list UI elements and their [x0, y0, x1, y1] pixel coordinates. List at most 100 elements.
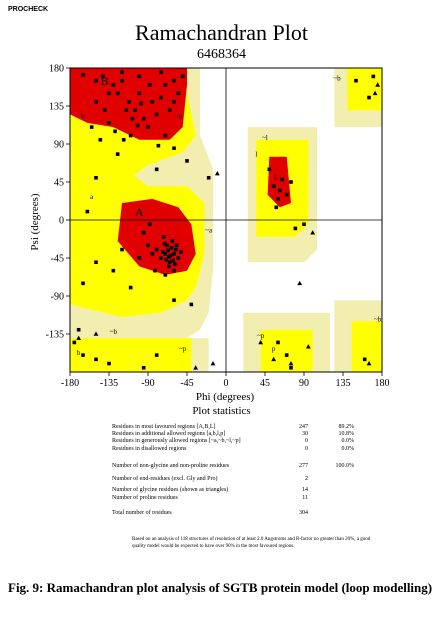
region-label: ~a	[205, 227, 213, 235]
stat-row: Number of glycine residues (shown as tri…	[112, 487, 362, 495]
residue-point	[120, 70, 124, 75]
residue-point	[156, 143, 161, 148]
residue-point	[362, 357, 367, 362]
residue-point	[107, 121, 111, 125]
figure-caption: Fig. 9: Ramachandran plot analysis of SG…	[8, 580, 433, 595]
stat-label: Number of proline residues	[112, 495, 178, 501]
stat-row: Residues in disallowed regions 0 0.0%	[112, 446, 362, 454]
residue-point	[271, 184, 276, 189]
residue-point	[172, 78, 176, 83]
residue-point	[171, 258, 175, 263]
residue-point	[128, 285, 133, 290]
y-tick-label: 180	[49, 64, 64, 75]
residue-point	[94, 357, 98, 362]
residue-point	[147, 222, 152, 227]
stat-label: Number of glycine residues (shown as tri…	[112, 487, 229, 493]
residue-point	[135, 123, 140, 128]
stat-row: Residues in generously allowed regions […	[112, 438, 362, 446]
core-region	[117, 198, 196, 275]
residue-point	[141, 365, 146, 370]
x-tick-label: 135	[336, 378, 351, 389]
stat-count: 0	[305, 438, 308, 444]
glycine-point	[258, 339, 264, 345]
residue-point	[176, 91, 181, 96]
x-tick-label: 180	[375, 378, 390, 389]
residue-point	[289, 365, 293, 370]
residue-point	[98, 137, 103, 142]
stat-label: Number of non-glycine and non-proline re…	[112, 463, 230, 469]
residue-point	[176, 256, 181, 260]
y-tick-label: -135	[46, 330, 64, 341]
residue-point	[167, 260, 172, 265]
x-tick-label: 0	[224, 378, 229, 389]
stat-label: Total number of residues	[112, 510, 172, 516]
stat-count: 304	[299, 510, 308, 516]
y-tick-label: 90	[54, 140, 64, 151]
allowed-region	[260, 329, 313, 372]
residue-point	[170, 239, 175, 243]
residue-point	[289, 180, 293, 184]
residue-point	[302, 222, 306, 227]
region-label: A	[135, 205, 144, 219]
residue-point	[267, 167, 272, 172]
residue-point	[284, 353, 289, 357]
glycine-point	[366, 360, 372, 366]
region-label: ~p	[257, 332, 265, 340]
residue-point	[120, 247, 124, 252]
y-tick-label: 45	[54, 178, 64, 189]
glycine-point	[297, 280, 303, 286]
residue-point	[180, 74, 185, 79]
glycine-point	[305, 344, 311, 349]
residue-point	[137, 91, 142, 96]
residue-point	[107, 361, 111, 366]
residue-point	[153, 268, 157, 273]
region-label: ~l	[262, 134, 268, 142]
residue-point	[85, 209, 90, 214]
stat-count: 0	[305, 446, 308, 452]
residue-point	[206, 175, 211, 180]
residue-point	[172, 268, 176, 273]
region-label: ~b	[110, 328, 118, 336]
residue-point	[94, 78, 98, 83]
residue-point	[111, 268, 116, 273]
y-tick-label: -45	[51, 254, 64, 265]
residue-point	[115, 91, 120, 96]
x-tick-label: 45	[260, 378, 270, 389]
stat-percent: 10.8%	[338, 431, 355, 437]
residue-point	[128, 133, 133, 138]
stat-percent: 0.0%	[341, 438, 355, 444]
y-tick-label: -90	[51, 292, 64, 303]
residue-point	[293, 226, 298, 231]
region-label: ~b	[175, 113, 183, 121]
residue-point	[76, 327, 81, 332]
residue-point	[159, 70, 163, 75]
residue-point	[159, 256, 163, 260]
residue-point	[276, 340, 280, 345]
x-tick-label: -135	[100, 378, 118, 389]
residue-point	[154, 112, 159, 117]
residue-point	[167, 255, 171, 259]
stat-label: Number of end-residues (excl. Gly and Pr…	[112, 476, 218, 482]
residue-point	[94, 99, 98, 104]
region-label: ~b	[333, 75, 341, 83]
residue-point	[164, 257, 168, 262]
allowed-region	[70, 338, 192, 372]
region-label: b	[77, 349, 81, 357]
glycine-point	[375, 82, 381, 87]
stat-count: 30	[302, 431, 308, 437]
residue-point	[81, 353, 85, 357]
residue-point	[120, 78, 124, 83]
chart-title: Ramachandran Plot	[135, 20, 308, 45]
y-tick-label: 135	[49, 102, 64, 113]
residue-point	[146, 243, 150, 248]
allowed-region	[347, 68, 382, 111]
x-tick-label: -45	[180, 378, 193, 389]
glycine-point	[214, 170, 220, 176]
x-axis-label: Phi (degrees)	[196, 391, 255, 403]
residue-point	[162, 241, 167, 246]
stat-row: Total number of residues 304	[112, 510, 362, 518]
residue-point	[354, 78, 358, 83]
residue-point	[160, 250, 165, 254]
residue-point	[94, 260, 98, 265]
region-label: ~p	[179, 345, 187, 353]
